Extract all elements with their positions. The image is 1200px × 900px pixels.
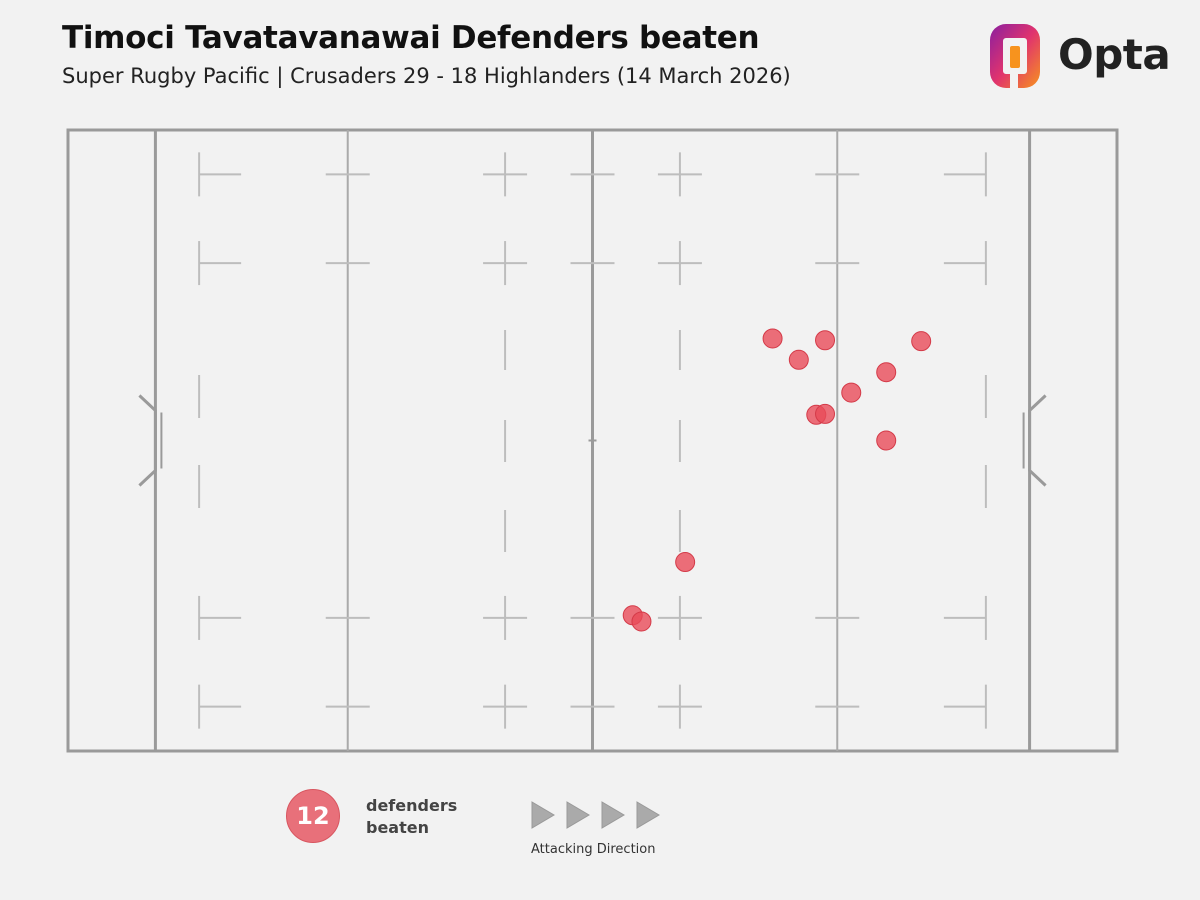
attacking-direction-arrows — [531, 801, 660, 829]
chart-subtitle: Super Rugby Pacific | Crusaders 29 - 18 … — [62, 64, 791, 88]
direction-arrow-icon — [531, 801, 555, 829]
defender-beaten-point — [762, 328, 783, 349]
legend-label-line2: beaten — [366, 818, 429, 837]
opta-logo-text: Opta — [1058, 30, 1171, 79]
pitch-markings — [66, 128, 1119, 753]
defender-beaten-point — [788, 349, 809, 370]
chart-title: Timoci Tavatavanawai Defenders beaten — [62, 20, 760, 56]
defender-beaten-point — [675, 552, 696, 573]
defender-beaten-point — [911, 331, 932, 352]
direction-arrow-icon — [636, 801, 660, 829]
legend-count-badge: 12 — [286, 789, 340, 843]
defender-beaten-point — [876, 430, 897, 451]
defender-beaten-point — [841, 382, 862, 403]
defender-beaten-point — [815, 330, 836, 351]
goal-posts — [1028, 394, 1047, 487]
legend-label: defenders beaten — [366, 795, 466, 839]
defender-beaten-point — [815, 403, 836, 424]
attacking-direction-label: Attacking Direction — [531, 842, 656, 857]
direction-arrow-icon — [566, 801, 590, 829]
defender-beaten-point — [876, 362, 897, 383]
goal-posts — [138, 394, 157, 487]
defender-beaten-point — [631, 611, 652, 632]
data-points — [622, 328, 932, 632]
direction-arrow-icon — [601, 801, 625, 829]
legend-label-line1: defenders — [366, 796, 458, 815]
opta-logo-icon — [990, 24, 1040, 88]
